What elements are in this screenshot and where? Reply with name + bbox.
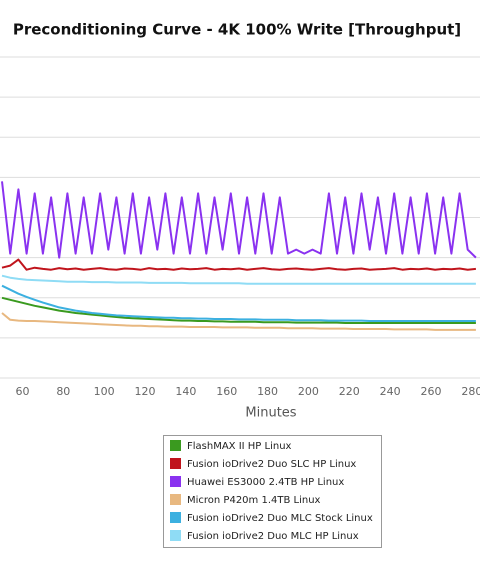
x-tick-label: 120	[135, 385, 156, 398]
legend-box	[163, 435, 382, 548]
x-tick-label: 80	[56, 385, 70, 398]
series-line	[1, 312, 476, 331]
legend-label: Huawei ES3000 2.4TB HP Linux	[187, 477, 344, 488]
series-line	[1, 284, 476, 322]
series-line	[1, 258, 476, 271]
x-tick-label: 280	[461, 385, 480, 398]
legend-label: Fusion ioDrive2 Duo MLC Stock Linux	[187, 513, 373, 524]
x-tick-label: 140	[175, 385, 196, 398]
x-tick-label: 180	[257, 385, 278, 398]
x-tick-label: 220	[339, 385, 360, 398]
x-tick-label: 200	[298, 385, 319, 398]
series-line	[1, 296, 476, 324]
chart-title: Preconditioning Curve - 4K 100% Write [T…	[13, 21, 461, 39]
legend-swatch	[170, 512, 181, 523]
legend-swatch	[170, 530, 181, 541]
x-tick-label: 60	[15, 385, 29, 398]
legend-swatch	[170, 494, 181, 505]
legend-label: Fusion ioDrive2 Duo MLC HP Linux	[187, 531, 359, 542]
legend-label: Fusion ioDrive2 Duo SLC HP Linux	[187, 459, 356, 470]
x-tick-label: 240	[380, 385, 401, 398]
legend-swatch	[170, 476, 181, 487]
series-line	[1, 181, 477, 259]
legend-label: Micron P420m 1.4TB Linux	[187, 495, 321, 506]
x-tick-label: 160	[216, 385, 237, 398]
legend-label: FlashMAX II HP Linux	[187, 441, 292, 452]
legend-swatch	[170, 440, 181, 451]
series-line	[1, 274, 476, 285]
x-axis-label: Minutes	[245, 406, 296, 421]
x-tick-label: 260	[420, 385, 441, 398]
x-tick-label: 100	[94, 385, 115, 398]
legend-swatch	[170, 458, 181, 469]
